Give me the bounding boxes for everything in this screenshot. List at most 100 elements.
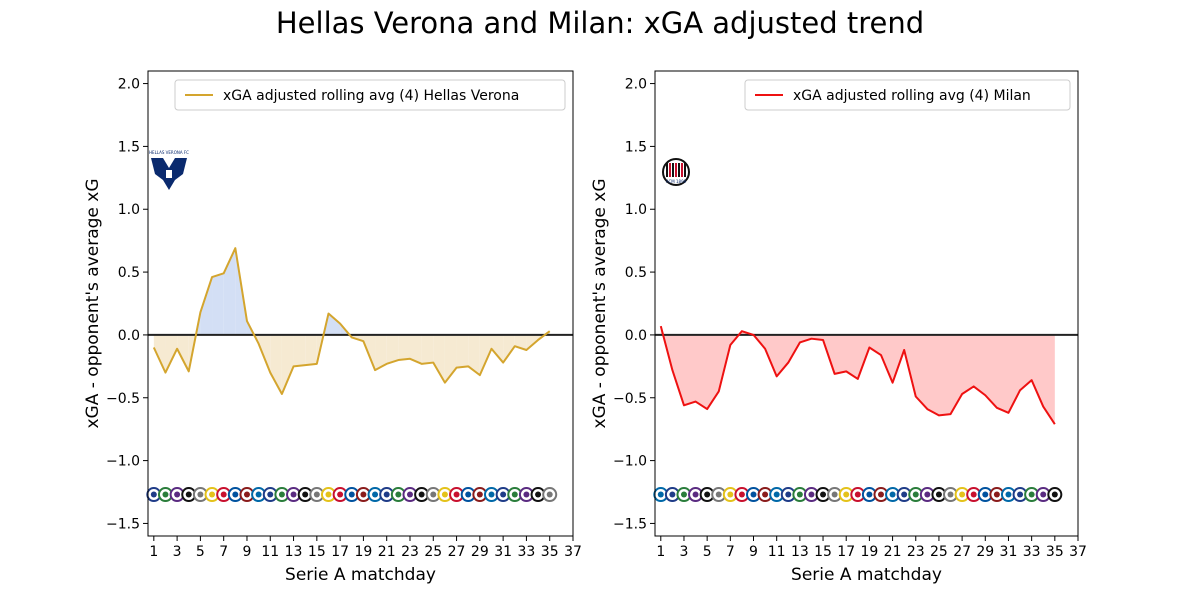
opponent-badge-center [313,491,320,498]
logo-text: HELLAS VERONA FC [149,150,189,155]
opponent-badge-center [511,491,518,498]
x-tick-label: 15 [814,544,832,560]
y-tick-label: −1.0 [106,454,140,470]
fill-below-zero [421,334,434,364]
opponent-badge-center [430,491,437,498]
y-tick-label: −1.0 [613,454,647,470]
x-tick-label: 23 [907,544,925,560]
opponent-badge-center [337,491,344,498]
opponent-badge-center [383,491,390,498]
series-line [659,325,1056,425]
x-tick-label: 15 [308,544,326,560]
y-axis-label: xGA - opponent's average xG [590,178,610,428]
x-tick-label: 31 [1000,544,1018,560]
fill-below-zero [153,334,166,373]
fill-below-zero [433,334,445,383]
figure-title: Hellas Verona and Milan: xGA adjusted tr… [275,6,925,40]
opponent-badge-center [947,491,954,498]
hellas-verona-logo: HELLAS VERONA FC [149,150,189,190]
opponent-badge-center [290,491,297,498]
opponent-badge-center [669,491,676,498]
y-axis-label: xGA - opponent's average xG [83,178,103,428]
opponent-badge-center [750,491,757,498]
opponent-badge-center [406,491,413,498]
opponent-badge-center [820,491,827,498]
x-tick-label: 37 [564,544,582,560]
opponent-badge-center [738,491,745,498]
x-tick-label: 35 [541,544,559,560]
logo-stripe [675,163,677,177]
x-tick-label: 3 [680,544,689,560]
fill-below-zero [293,334,306,367]
x-tick-label: 35 [1046,544,1064,560]
opponent-badge-center [1040,491,1047,498]
x-tick-label: 23 [401,544,419,560]
opponent-badge-center [680,491,687,498]
x-tick-label: 27 [953,544,971,560]
opponent-badge-center [970,491,977,498]
opponent-badge-center [488,491,495,498]
opponent-badge-center [232,491,239,498]
y-tick-label: 0.5 [118,265,140,281]
opponent-badge-center [372,491,379,498]
x-tick-label: 19 [354,544,372,560]
opponent-badge-center [901,491,908,498]
opponent-badge-center [325,491,332,498]
x-tick-label: 13 [791,544,809,560]
opponent-badge-center [220,491,227,498]
opponent-badge-center [924,491,931,498]
opponent-badge-center [441,491,448,498]
fill-below-zero [305,334,317,366]
fill-below-zero [177,334,189,372]
y-tick-label: −1.5 [613,516,647,532]
y-tick-label: 0.0 [625,328,647,344]
opponent-badge-center [854,491,861,498]
x-tick-label: 17 [837,544,855,560]
logo-stripe [672,163,674,177]
opponent-badge-center [162,491,169,498]
fill-below-zero [165,334,178,373]
logo-detail [166,170,172,178]
fill-area [660,326,1055,425]
y-tick-label: −1.5 [106,516,140,532]
x-tick-label: 11 [261,544,279,560]
x-tick-label: 31 [494,544,512,560]
logo-stripe [678,163,680,177]
legend-label: xGA adjusted rolling avg (4) Hellas Vero… [223,88,519,104]
opponent-badge-center [692,491,699,498]
series-line [152,247,551,395]
opponent-badge-center [889,491,896,498]
x-tick-label: 7 [219,544,228,560]
x-tick-label: 11 [768,544,786,560]
opponent-badge-center [877,491,884,498]
logo-stripe [681,163,683,177]
x-tick-label: 1 [656,544,665,560]
opponent-badge-center [657,491,664,498]
fill-above-zero [212,273,224,335]
y-tick-label: 1.0 [118,202,140,218]
opponent-badge-center [959,491,966,498]
opponent-badge-center [150,491,157,498]
y-tick-label: 0.0 [118,328,140,344]
fill-below-zero [398,334,410,361]
fill-above-zero [328,313,341,335]
fill-above-zero [200,277,213,335]
fill-below-zero [409,334,422,364]
opponent-badge-center [935,491,942,498]
logo-stripe [666,163,668,177]
fill-above-zero [223,248,236,335]
opponent-badge-center [418,491,425,498]
x-tick-label: 37 [1069,544,1087,560]
chart-panel-verona: −1.5−1.0−0.50.00.51.01.52.01 3 5 7 9 11 13 15 17… [83,70,582,585]
opponent-badge-center [831,491,838,498]
y-tick-label: −0.5 [613,391,647,407]
x-tick-label: 33 [1023,544,1041,560]
x-tick-label: 19 [860,544,878,560]
y-tick-label: −0.5 [106,391,140,407]
opponent-badge-center [197,491,204,498]
chart-panel-milan: −1.5−1.0−0.50.00.51.01.52.01 3 5 7 9 11 13 15 17… [590,70,1087,585]
opponent-badge-center [360,491,367,498]
opponent-badge-center [773,491,780,498]
